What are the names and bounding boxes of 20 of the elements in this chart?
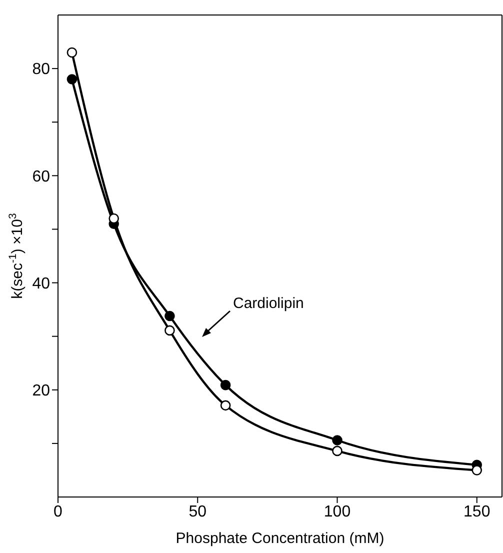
point	[108, 213, 119, 224]
x-axis-title: Phosphate Concentration (mM)	[176, 530, 384, 547]
y-tick-label: 80	[32, 61, 50, 78]
x-tick-label: 0	[54, 503, 63, 520]
point	[332, 446, 342, 456]
y-tick-label: 60	[32, 168, 50, 186]
y-tick-label: 20	[32, 382, 50, 400]
point	[220, 380, 231, 390]
point	[220, 400, 231, 411]
y-tick-label: 40	[32, 275, 50, 292]
annotation: Cardiolipin	[233, 295, 304, 312]
point	[66, 74, 78, 84]
point	[164, 325, 175, 336]
x-tick-label: 100	[324, 503, 351, 520]
point	[164, 310, 175, 322]
point	[332, 435, 342, 446]
point	[472, 465, 482, 476]
x-tick-label: 150	[464, 503, 490, 520]
point	[66, 47, 78, 58]
x-tick-label: 50	[188, 503, 207, 520]
